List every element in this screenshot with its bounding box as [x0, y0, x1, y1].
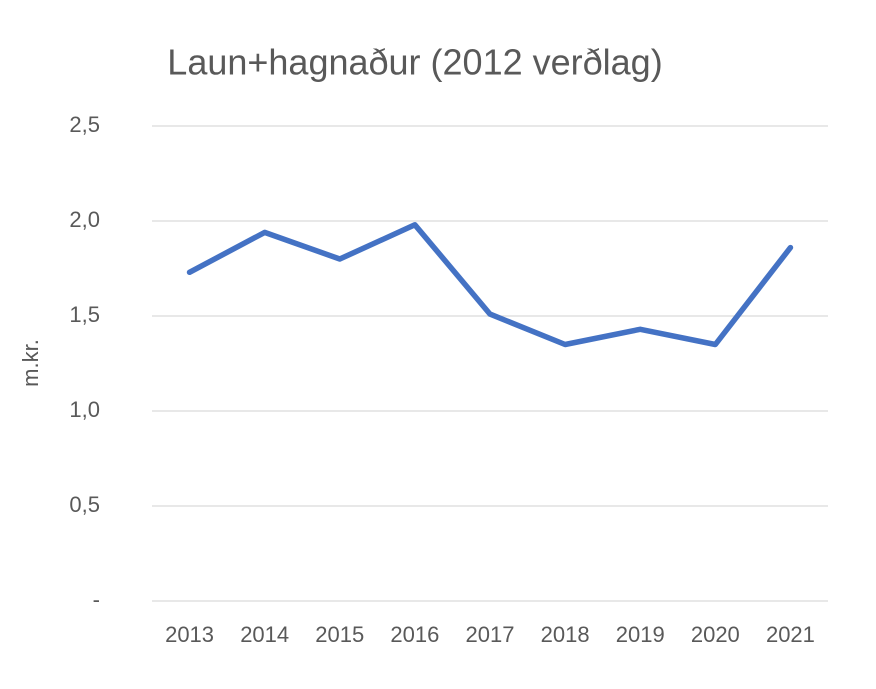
x-tick-label: 2015 — [315, 622, 364, 647]
chart-title: Laun+hagnaður (2012 verðlag) — [167, 42, 662, 83]
x-tick-label: 2021 — [766, 622, 815, 647]
y-tick-label: 2,0 — [69, 207, 100, 232]
x-tick-label: 2018 — [541, 622, 590, 647]
y-tick-label: 0,5 — [69, 492, 100, 517]
y-tick-label: - — [93, 587, 100, 612]
x-tick-label: 2019 — [616, 622, 665, 647]
x-tick-label: 2016 — [390, 622, 439, 647]
x-tick-label: 2017 — [466, 622, 515, 647]
x-tick-label: 2020 — [691, 622, 740, 647]
line-series — [186, 222, 794, 348]
x-tick-label: 2013 — [165, 622, 214, 647]
x-tick-label: 2014 — [240, 622, 289, 647]
y-tick-label: 1,5 — [69, 302, 100, 327]
y-axis-label: m.kr. — [18, 339, 43, 387]
y-tick-label: 1,0 — [69, 397, 100, 422]
y-tick-label: 2,5 — [69, 112, 100, 137]
